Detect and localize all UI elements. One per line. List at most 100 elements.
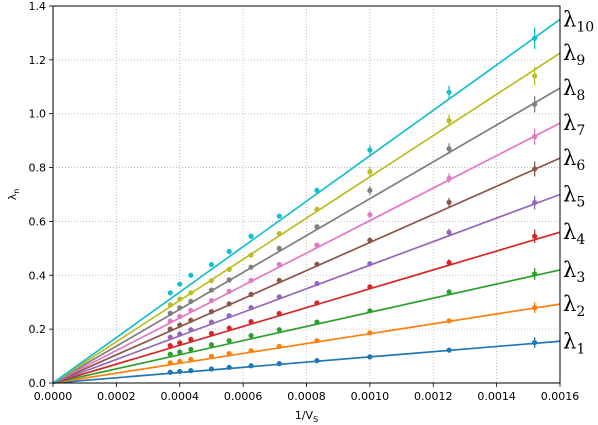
data-point	[167, 290, 173, 296]
data-point	[226, 351, 232, 357]
data-point	[177, 305, 183, 311]
data-point	[208, 330, 215, 337]
series-label-main: λ	[563, 183, 576, 207]
series-label-sub: 10	[576, 19, 594, 35]
data-point	[367, 261, 373, 267]
series-line	[52, 340, 561, 384]
data-point	[276, 245, 282, 251]
data-point	[167, 318, 173, 324]
data-point	[177, 358, 183, 365]
data-point	[188, 368, 194, 374]
data-point	[248, 252, 254, 258]
series-line	[52, 52, 561, 384]
x-axis-title-main: 1/V	[295, 409, 314, 422]
data-point	[314, 206, 320, 212]
y-tick-label: 0.6	[29, 215, 47, 228]
series-label-main: λ	[563, 292, 576, 316]
data-point	[446, 318, 452, 324]
data-point	[532, 134, 538, 140]
y-tick-label: 0.2	[29, 323, 47, 336]
data-point	[532, 271, 538, 277]
x-tick-label: 0.0014	[477, 390, 516, 403]
data-point	[446, 175, 452, 181]
data-point	[208, 342, 215, 348]
data-point	[367, 308, 373, 314]
y-axis-title-sub: n	[12, 189, 21, 194]
data-point	[367, 187, 373, 194]
series-line	[52, 193, 561, 384]
series-label: λ5	[563, 183, 585, 211]
data-point	[188, 317, 194, 323]
series-label-main: λ	[563, 111, 576, 135]
data-point	[314, 300, 320, 306]
data-point	[446, 89, 452, 95]
data-point	[446, 117, 452, 124]
series-label: λ4	[563, 220, 585, 248]
data-point	[208, 278, 215, 284]
x-tick-label: 0.0010	[351, 390, 390, 403]
data-point	[276, 277, 282, 284]
data-point	[248, 305, 254, 311]
data-point	[177, 313, 183, 320]
data-point	[367, 212, 373, 218]
data-point	[446, 347, 452, 353]
data-point	[276, 261, 282, 268]
data-point	[248, 277, 254, 284]
series-2	[52, 302, 561, 384]
data-point	[532, 166, 538, 172]
data-point	[446, 260, 452, 266]
data-point	[208, 309, 215, 315]
data-point	[226, 277, 232, 283]
data-point	[177, 322, 183, 328]
data-point	[532, 199, 538, 206]
data-point	[167, 360, 173, 366]
data-point	[167, 351, 173, 357]
series-8	[52, 87, 561, 384]
data-point	[208, 297, 215, 304]
data-point	[367, 284, 373, 290]
data-point	[367, 147, 373, 153]
data-point	[188, 298, 194, 305]
data-point	[248, 333, 254, 339]
data-point	[188, 327, 194, 333]
series-line	[52, 269, 561, 384]
series-label-main: λ	[563, 41, 576, 65]
series-label-main: λ	[563, 7, 576, 31]
data-point	[248, 363, 254, 369]
data-point	[532, 35, 538, 41]
data-point	[314, 281, 320, 287]
data-point	[248, 319, 254, 325]
y-tick-label: 1.4	[29, 0, 47, 13]
x-tick-label: 0.0008	[287, 390, 326, 403]
data-point	[446, 229, 452, 236]
data-point	[208, 287, 215, 293]
data-point	[276, 294, 282, 300]
data-point	[167, 326, 173, 332]
series-5	[52, 193, 561, 384]
data-point	[276, 310, 282, 317]
series-label-sub: 4	[576, 232, 585, 248]
data-point	[314, 261, 320, 267]
series-label-sub: 5	[576, 195, 585, 211]
x-tick-label: 0.0000	[34, 390, 73, 403]
x-tick-label: 0.0004	[161, 390, 200, 403]
data-point	[177, 349, 183, 355]
x-axis-title-sub: S	[313, 415, 318, 424]
data-point	[276, 327, 282, 333]
data-point	[367, 169, 373, 175]
data-point	[314, 319, 320, 325]
data-point	[188, 290, 194, 296]
series-label-main: λ	[563, 258, 576, 282]
series-label-sub: 1	[576, 341, 585, 357]
data-point	[226, 325, 232, 331]
data-point	[314, 224, 320, 230]
data-point	[167, 334, 173, 340]
data-point	[226, 266, 232, 272]
series-label: λ1	[563, 329, 585, 357]
data-point	[226, 301, 232, 307]
data-point	[446, 199, 452, 205]
series-label-sub: 8	[576, 88, 585, 104]
data-point	[177, 281, 183, 287]
data-point	[276, 343, 282, 349]
